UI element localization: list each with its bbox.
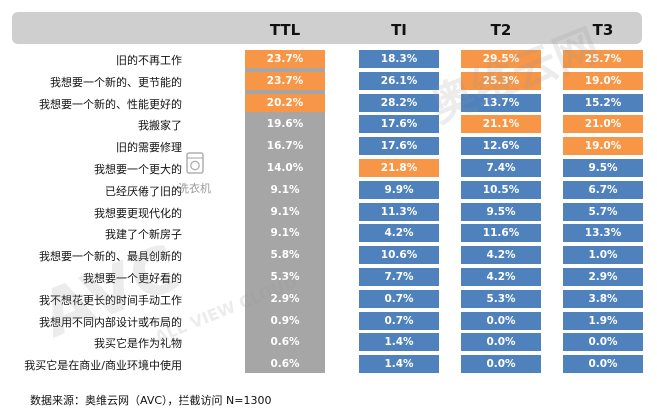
row-label: 我搬家了 — [138, 119, 182, 133]
cell-ti: 10.6% — [359, 246, 439, 265]
cell-ti: 21.8% — [359, 159, 439, 177]
cell-ttl: 23.7% — [245, 71, 325, 90]
cell-ttl: 20.2% — [245, 93, 325, 112]
cell-t2: 21.1% — [461, 115, 541, 134]
cell-t3: 1.9% — [563, 311, 643, 330]
cell-t3: 19.0% — [563, 137, 643, 156]
cell-t3: 2.9% — [563, 268, 643, 286]
cell-ti: 1.4% — [359, 355, 439, 374]
row-label: 我建了个新房子 — [105, 228, 182, 242]
cell-ti: 7.7% — [359, 268, 439, 286]
cell-t2: 10.5% — [461, 180, 541, 199]
cell-ttl: 16.7% — [245, 137, 325, 156]
cell-ttl: 9.1% — [245, 180, 325, 199]
cell-t3: 6.7% — [563, 180, 643, 199]
row-label: 我不想花更长的时间手动工作 — [39, 293, 182, 307]
cell-ti: 26.1% — [359, 71, 439, 90]
cell-ti: 0.7% — [359, 289, 439, 308]
cell-t3: 19.0% — [563, 71, 643, 90]
row-label: 我想要一个更大的 — [94, 163, 182, 176]
row-label: 我买它是在商业/商业环境中使用 — [24, 359, 182, 373]
header-bar — [12, 12, 642, 44]
cell-ti: 4.2% — [359, 224, 439, 243]
cell-t3: 13.3% — [563, 224, 643, 243]
cell-ttl: 14.0% — [245, 159, 325, 177]
cell-ttl: 19.6% — [245, 115, 325, 134]
cell-t2: 4.2% — [461, 268, 541, 286]
cell-ttl: 9.1% — [245, 202, 325, 221]
column-header-ti: TI — [391, 21, 407, 39]
cell-ttl: 9.1% — [245, 224, 325, 243]
cell-ti: 11.3% — [359, 202, 439, 221]
cell-t2: 9.5% — [461, 202, 541, 221]
column-header-ttl: TTL — [269, 21, 301, 39]
cell-t2: 25.3% — [461, 71, 541, 90]
row-label: 旧的需要修理 — [116, 141, 182, 155]
cell-t2: 5.3% — [461, 289, 541, 308]
cell-ti: 18.3% — [359, 50, 439, 68]
cell-ttl: 0.6% — [245, 333, 325, 352]
column-header-t3: T3 — [592, 21, 614, 39]
cell-t2: 12.6% — [461, 137, 541, 156]
cell-ttl: 2.9% — [245, 289, 325, 308]
cell-t2: 11.6% — [461, 224, 541, 243]
cell-ti: 9.9% — [359, 180, 439, 199]
cell-t3: 21.0% — [563, 115, 643, 134]
cell-ttl: 0.6% — [245, 355, 325, 374]
row-label: 旧的不再工作 — [116, 54, 182, 67]
washer-label: 洗衣机 — [178, 182, 211, 195]
cell-t2: 0.0% — [461, 355, 541, 374]
cell-t2: 4.2% — [461, 246, 541, 265]
row-label: 我想要一个新的、更节能的 — [50, 75, 182, 89]
cell-ti: 1.4% — [359, 333, 439, 352]
cell-t3: 25.7% — [563, 50, 643, 68]
cell-ttl: 5.8% — [245, 246, 325, 265]
cell-ti: 17.6% — [359, 115, 439, 134]
cell-t3: 9.5% — [563, 159, 643, 177]
row-label: 我想用不同内部设计或布局的 — [39, 315, 182, 329]
cell-ttl: 0.9% — [245, 311, 325, 330]
row-label: 我想要更现代化的 — [94, 206, 182, 220]
row-label: 我想要一个更好看的 — [83, 272, 182, 285]
cell-ti: 28.2% — [359, 93, 439, 112]
cell-ti: 0.7% — [359, 311, 439, 330]
cell-t3: 5.7% — [563, 202, 643, 221]
cell-t2: 29.5% — [461, 50, 541, 68]
cell-ti: 17.6% — [359, 137, 439, 156]
row-label: 我想要一个新的、最具创新的 — [39, 250, 182, 264]
cell-t2: 0.0% — [461, 333, 541, 352]
cell-t2: 7.4% — [461, 159, 541, 177]
cell-t3: 1.0% — [563, 246, 643, 265]
cell-ttl: 23.7% — [245, 50, 325, 68]
cell-ttl: 5.3% — [245, 268, 325, 286]
washing-machine-icon — [186, 152, 204, 174]
cell-t2: 0.0% — [461, 311, 541, 330]
source-note: 数据来源：奥维云网（AVC），拦截访问 N=1300 — [30, 394, 272, 407]
cell-t2: 13.7% — [461, 93, 541, 112]
cell-t3: 0.0% — [563, 333, 643, 352]
row-label: 我想要一个新的、性能更好的 — [39, 97, 182, 111]
column-header-t2: T2 — [490, 21, 512, 39]
cell-t3: 15.2% — [563, 93, 643, 112]
row-label: 我买它是作为礼物 — [94, 337, 182, 351]
cell-t3: 0.0% — [563, 355, 643, 374]
cell-t3: 3.8% — [563, 289, 643, 308]
row-label: 已经厌倦了旧的 — [105, 184, 182, 198]
